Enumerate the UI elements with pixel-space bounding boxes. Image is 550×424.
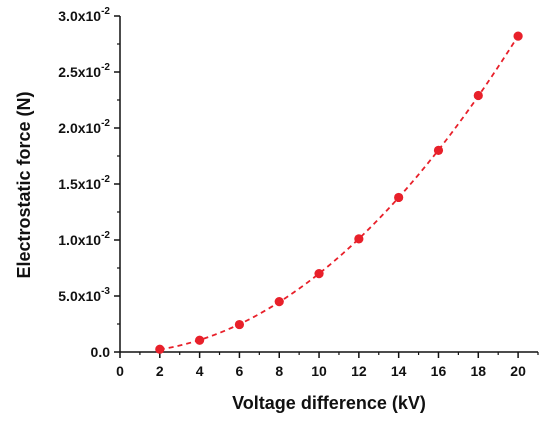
x-tick-label: 12 (351, 363, 367, 379)
y-tick-label: 1.0x10-2 (58, 230, 110, 248)
y-tick-label: 0.0 (91, 344, 111, 360)
x-tick-label: 10 (311, 363, 327, 379)
x-tick-label: 16 (431, 363, 447, 379)
x-tick-label: 8 (275, 363, 283, 379)
data-point (234, 319, 245, 330)
data-point (433, 145, 444, 155)
data-point (354, 234, 364, 244)
data-points (155, 31, 523, 354)
x-axis-ticks: 0 2 4 6 8 10 12 14 16 18 20 (116, 352, 539, 379)
y-axis-ticks: 0.0 5.0x10-3 1.0x10-2 1.5x10-2 2.0x10-2 2.5x1… (58, 6, 120, 360)
x-tick-label: 18 (470, 363, 486, 379)
y-tick-label: 1.5x10-2 (58, 174, 110, 192)
y-tick-label: 2.5x10-2 (58, 62, 110, 80)
x-tick-label: 6 (236, 363, 244, 379)
data-point (394, 192, 404, 203)
x-tick-label: 4 (196, 363, 204, 379)
x-tick-label: 14 (391, 363, 407, 379)
x-axis-title: Voltage difference (kV) (232, 393, 426, 413)
data-point (195, 335, 205, 345)
y-axis-title: Electrostatic force (N) (14, 91, 34, 278)
data-point (155, 344, 165, 354)
x-tick-label: 2 (156, 363, 164, 379)
data-point (314, 269, 324, 279)
y-tick-label: 3.0x10-2 (58, 6, 110, 24)
x-tick-label: 20 (510, 363, 526, 379)
x-tick-label: 0 (116, 363, 124, 379)
plot-area: 0 2 4 6 8 10 12 14 16 18 20 0.0 5.0x10-3 1.0x10-2 1.5… (58, 6, 539, 379)
fit-curve (159, 35, 519, 351)
y-tick-label: 5.0x10-3 (58, 286, 110, 304)
data-point (473, 90, 483, 101)
data-point (274, 297, 284, 307)
data-point (513, 31, 523, 41)
y-tick-label: 2.0x10-2 (58, 118, 110, 136)
